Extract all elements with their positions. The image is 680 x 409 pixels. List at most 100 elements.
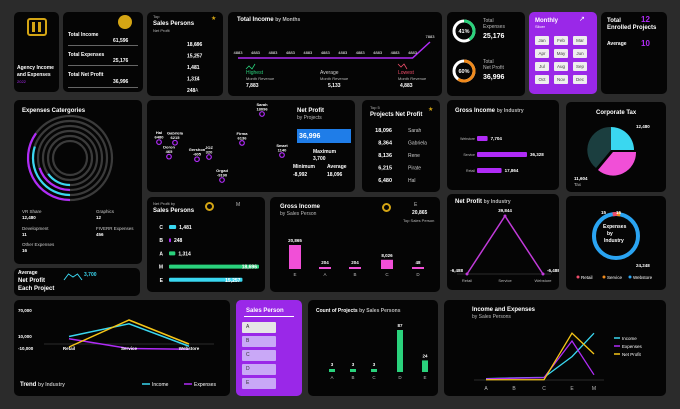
- exp-ind-label-1: Expenses: [603, 224, 627, 230]
- month-option[interactable]: Dec: [573, 75, 587, 84]
- exp-industry-donut: 15 15 24,248 Retail Service Webstore: [576, 210, 653, 280]
- expense-category-value: 456: [96, 232, 104, 237]
- count-value: 3: [352, 362, 355, 367]
- top5-name: Sarah: [408, 128, 422, 134]
- project-value: 6136: [238, 135, 248, 140]
- monthly-slicer[interactable]: Monthly Slicer ↗ Jan Feb Mar Apr May Jun Jul Au…: [529, 12, 597, 94]
- salesperson-option[interactable]: D: [242, 364, 276, 375]
- ratio-gauge-arc: [463, 19, 476, 41]
- tax-slice-b: [598, 152, 637, 176]
- project-name: Firma: [237, 131, 249, 136]
- project-value: 6215: [171, 135, 181, 140]
- project-point: [166, 153, 172, 160]
- top5-value: 6,215: [378, 166, 392, 172]
- trend-category: Service: [121, 346, 138, 351]
- highest-label: Highest: [246, 70, 263, 76]
- tax-slice-a: [611, 127, 634, 150]
- np-ind-point: [541, 272, 545, 276]
- project-name: Sarah: [256, 102, 268, 107]
- highest-value: 7,883: [246, 83, 259, 89]
- clear-filter-icon[interactable]: ↗: [579, 16, 585, 23]
- top5-name: Rene: [408, 153, 420, 159]
- corp-tax-title: Corporate Tax: [596, 110, 637, 116]
- netprofit-ratio-value: 36,996: [483, 74, 505, 81]
- top5-value: 6,480: [378, 178, 392, 184]
- total-expenses-label: Total Expenses: [68, 52, 105, 58]
- ie-sp-title: Income and Expenses: [472, 307, 536, 313]
- np-min-label: Minimum: [293, 164, 315, 170]
- np-max-value: 3,700: [313, 156, 326, 162]
- np-sp-bar: [169, 277, 243, 282]
- salesperson-option[interactable]: A: [242, 322, 276, 333]
- np-avg-label: Average: [327, 164, 347, 170]
- income-months-line: [238, 41, 431, 59]
- total-net-profit-value: 36,996: [113, 79, 129, 85]
- project-name: Gabriela: [167, 131, 184, 136]
- star-icon: ★: [211, 16, 217, 22]
- np-salespersons-card: Net Profit by Sales Persons M C 1,481 B 248…: [147, 197, 265, 292]
- gross-industry-bar: [477, 168, 502, 173]
- gross-industry-category: Retail: [466, 169, 475, 173]
- project-point: [172, 139, 178, 146]
- ie-sp-sub: by Sales Persons: [472, 314, 511, 320]
- income-month-point-label: 4883: [408, 50, 418, 55]
- salesperson-option[interactable]: B: [242, 336, 276, 347]
- exp-ind-value: 15: [616, 210, 622, 215]
- income-month-point-label: 4883: [303, 50, 313, 55]
- gross-sp-value: 204: [351, 260, 359, 265]
- month-option[interactable]: Jul: [535, 62, 549, 71]
- count-proj-title: Count of Projects: [316, 308, 358, 314]
- month-option[interactable]: Mar: [573, 36, 587, 45]
- month-option[interactable]: Feb: [554, 36, 568, 45]
- month-option[interactable]: Jun: [573, 49, 587, 58]
- project-value: 1140: [278, 148, 287, 153]
- gross-sp-value: 204: [321, 260, 329, 265]
- exp-ind-legend-dot: [602, 275, 606, 279]
- trend-legend-label: Income: [152, 382, 169, 388]
- top-sales-name: C: [195, 65, 199, 71]
- month-option[interactable]: Nov: [554, 75, 568, 84]
- np-industry-card: Net Profit by Industry -6,488 Retail 39,84…: [447, 194, 559, 290]
- month-option[interactable]: Aug: [554, 62, 568, 71]
- income-months-chart: 4883 4883 4883 4883 4883 4883 4883 4883 4883 4883…: [234, 34, 435, 70]
- income-months-card: Total Income by Months 4883 4883 4883 4883 4…: [228, 12, 442, 96]
- average-projects-value: 10: [641, 39, 650, 48]
- gross-sp-bar: [381, 259, 393, 269]
- month-option[interactable]: Oct: [535, 75, 549, 84]
- ie-legend-label: Net Profit: [622, 352, 642, 357]
- exp-ind-ring: [592, 212, 640, 260]
- month-option[interactable]: Jan: [535, 36, 549, 45]
- gross-sp-top-label: Top Sales Person: [403, 218, 435, 223]
- average-label: Average: [320, 70, 339, 76]
- np-avg-value: 18,096: [327, 172, 343, 178]
- month-option[interactable]: Apr: [535, 49, 549, 58]
- gross-industry-card: Gross Income by Industry Webstore 7,704 Se…: [447, 100, 559, 190]
- np-min-value: -8,992: [293, 172, 308, 178]
- month-option[interactable]: Sep: [573, 62, 587, 71]
- np-projects-title: Net Profit: [297, 108, 324, 114]
- project-point: [239, 140, 245, 146]
- np-ind-label: -6,488: [547, 268, 559, 273]
- top5-pre: Top 5: [370, 105, 380, 110]
- medal-icon: [205, 202, 214, 211]
- ie-series-line: [486, 332, 595, 381]
- lowest-value: 4,883: [400, 83, 413, 89]
- enrolled-value: 12: [641, 15, 650, 24]
- expense-category-name: VR Share: [22, 209, 42, 214]
- expenses-ratio-label-1: Total: [483, 18, 494, 24]
- avg-np-sparkline: [63, 273, 83, 281]
- expense-category-name: Graphics: [96, 209, 115, 214]
- trend-ytick: -10,000: [18, 346, 34, 351]
- top-sales-value: 1,481: [187, 65, 200, 71]
- salesperson-option[interactable]: C: [242, 350, 276, 361]
- top5-title: Projects Net Profit: [370, 112, 423, 118]
- top-sales-name: E: [195, 54, 199, 60]
- salesperson-option[interactable]: E: [242, 378, 276, 389]
- project-name: Hal: [156, 130, 162, 135]
- np-sp-label: 1,481: [179, 225, 192, 231]
- count-proj-suffix: by Sales Persons: [359, 308, 401, 314]
- income-months-title: Total Income: [237, 17, 274, 23]
- month-option[interactable]: May: [554, 49, 568, 58]
